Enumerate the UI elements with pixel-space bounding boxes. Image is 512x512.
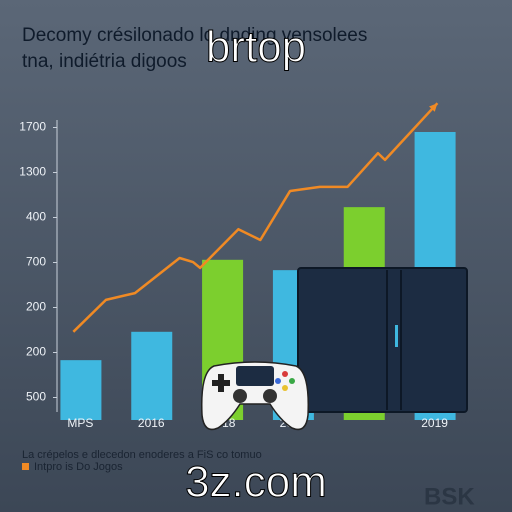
y-tick-label: 400 — [26, 210, 46, 224]
x-tick-label: 2019 — [421, 416, 448, 430]
watermark: brtop — [206, 23, 306, 72]
gamepad-stick — [233, 389, 247, 403]
y-tick-label: 200 — [26, 345, 46, 359]
gamepad-stick — [263, 389, 277, 403]
gamepad-pad — [236, 366, 274, 386]
y-tick-label: 1700 — [19, 120, 46, 134]
gamepad-dpad — [212, 374, 230, 392]
gamepad-button — [282, 371, 288, 377]
y-tick-label: 1300 — [19, 165, 46, 179]
gamepad-button — [282, 385, 288, 391]
legend-swatch — [22, 463, 29, 470]
y-tick-label: 500 — [26, 390, 46, 404]
x-tick-label: MPS — [67, 416, 93, 430]
chart-subtitle: tna, indiétria digoos — [22, 51, 187, 72]
y-tick-label: 700 — [26, 255, 46, 269]
bar — [60, 360, 102, 420]
gamepad-button — [275, 378, 281, 384]
bar — [131, 331, 173, 420]
x-tick-label: 2016 — [138, 416, 165, 430]
note: La crépelos e dlecedon enoderes a FiS co… — [22, 449, 262, 461]
watermark: BSK — [424, 483, 475, 510]
legend-label: Intpro is Do Jogos — [34, 461, 123, 473]
chart-title: Decomy crésilonado lo dnding vensolees — [22, 25, 367, 46]
trend-line — [72, 102, 439, 333]
watermark: 3z.com — [185, 458, 327, 507]
console — [297, 267, 468, 413]
y-tick-label: 200 — [26, 300, 46, 314]
gamepad — [201, 361, 309, 431]
console-body — [297, 267, 468, 413]
gamepad-button — [289, 378, 295, 384]
gamepad-body — [201, 361, 309, 431]
console-light — [395, 325, 398, 347]
arrow-head — [429, 103, 438, 112]
